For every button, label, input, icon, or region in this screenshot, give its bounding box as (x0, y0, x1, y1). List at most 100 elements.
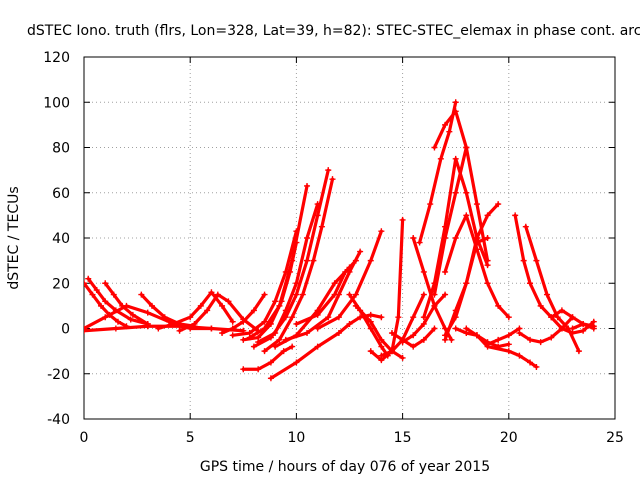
data-point (293, 359, 300, 366)
data-point (420, 314, 427, 321)
data-point (416, 239, 423, 246)
data-point (346, 291, 353, 298)
data-point (208, 325, 215, 332)
data-point (310, 257, 317, 264)
data-point (452, 235, 459, 241)
data-point (505, 348, 512, 355)
series-line (464, 326, 522, 346)
data-point (367, 311, 374, 318)
data-point (554, 314, 561, 321)
x-axis-label: GPS time / hours of day 076 of year 2015 (200, 459, 490, 475)
data-point (191, 320, 198, 327)
data-point (484, 339, 491, 346)
data-point (346, 320, 353, 327)
data-point (240, 366, 247, 373)
data-point (452, 325, 459, 332)
series-31 (442, 212, 512, 321)
series-32 (431, 108, 470, 151)
data-point (399, 339, 406, 346)
data-point (280, 348, 287, 355)
data-point (512, 212, 519, 219)
data-point (246, 334, 253, 341)
data-point (537, 339, 544, 346)
series-6 (155, 289, 236, 332)
series-17 (282, 248, 364, 343)
data-point (144, 323, 151, 330)
series-34 (442, 235, 491, 343)
data-point (335, 314, 342, 321)
data-point (148, 302, 155, 309)
data-point (410, 332, 417, 339)
data-point (331, 280, 338, 287)
series-28 (416, 99, 459, 246)
data-point (558, 325, 565, 332)
data-point (318, 223, 325, 230)
data-point (378, 314, 385, 321)
data-point (484, 257, 491, 264)
data-point (378, 228, 385, 235)
data-point (225, 298, 232, 305)
data-point (495, 343, 502, 350)
data-point (442, 291, 449, 298)
data-point (431, 302, 438, 309)
data-point (304, 330, 311, 337)
data-point (463, 280, 470, 287)
data-point (452, 99, 459, 106)
series-layer (84, 99, 597, 382)
data-point (267, 375, 274, 382)
data-point (335, 330, 342, 337)
data-point (352, 291, 359, 298)
data-point (463, 144, 470, 151)
data-point (261, 348, 268, 355)
data-point (495, 302, 502, 309)
data-point (473, 201, 480, 208)
data-point (144, 309, 151, 316)
series-13 (255, 201, 321, 346)
data-point (420, 268, 427, 275)
data-point (495, 201, 502, 208)
data-point (314, 325, 321, 332)
data-point (255, 366, 262, 373)
data-point (352, 257, 359, 264)
data-point (522, 223, 529, 230)
y-tick-label: -20 (47, 367, 70, 383)
data-point (229, 332, 236, 339)
data-point (170, 320, 177, 327)
data-point (293, 291, 300, 298)
data-point (516, 352, 523, 359)
x-tick-label: 20 (500, 430, 518, 446)
data-point (267, 359, 274, 366)
data-point (272, 343, 279, 350)
series-line (256, 202, 320, 344)
data-point (261, 325, 268, 332)
data-point (282, 307, 289, 314)
data-point (527, 336, 534, 343)
data-point (452, 108, 459, 115)
data-point (176, 327, 183, 334)
x-tick-label: 10 (287, 430, 305, 446)
data-point (110, 291, 117, 298)
data-point (569, 314, 576, 321)
data-point (420, 336, 427, 343)
data-point (229, 318, 236, 325)
data-point (410, 343, 417, 350)
data-point (544, 291, 551, 298)
series-line (248, 184, 309, 340)
data-point (314, 343, 321, 350)
data-point (314, 201, 321, 208)
data-point (240, 336, 247, 343)
data-point (204, 307, 211, 314)
data-point (590, 323, 597, 330)
data-point (293, 280, 300, 287)
data-point (138, 291, 145, 298)
data-point (473, 332, 480, 339)
data-point (431, 291, 438, 298)
data-point (97, 302, 104, 309)
data-point (431, 144, 438, 151)
data-point (331, 291, 338, 298)
data-point (102, 298, 109, 305)
series-43 (569, 320, 597, 332)
data-point (442, 268, 449, 275)
y-tick-label: 40 (52, 231, 70, 247)
